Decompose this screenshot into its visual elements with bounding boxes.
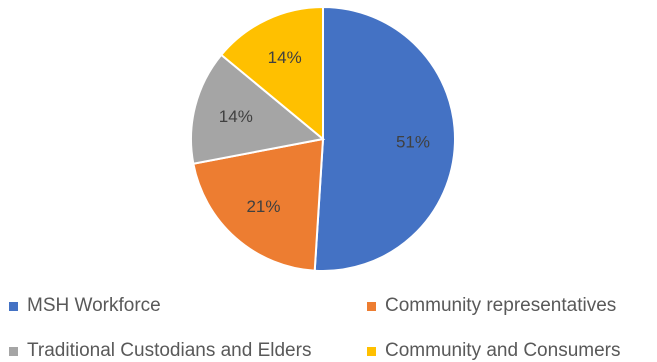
slice-label-traditional-custodians: 14%	[219, 107, 253, 126]
slice-label-community-and-consumers: 14%	[268, 48, 302, 67]
pie-slice-traditional-custodians	[190, 53, 326, 165]
pie-slice-community-and-consumers	[219, 5, 324, 142]
slice-label-community-representatives: 21%	[246, 197, 280, 216]
pie-slice-msh-workforce	[313, 5, 456, 272]
slice-label-msh-workforce: 51%	[396, 132, 430, 151]
pie-slice-community-representatives	[192, 137, 325, 272]
